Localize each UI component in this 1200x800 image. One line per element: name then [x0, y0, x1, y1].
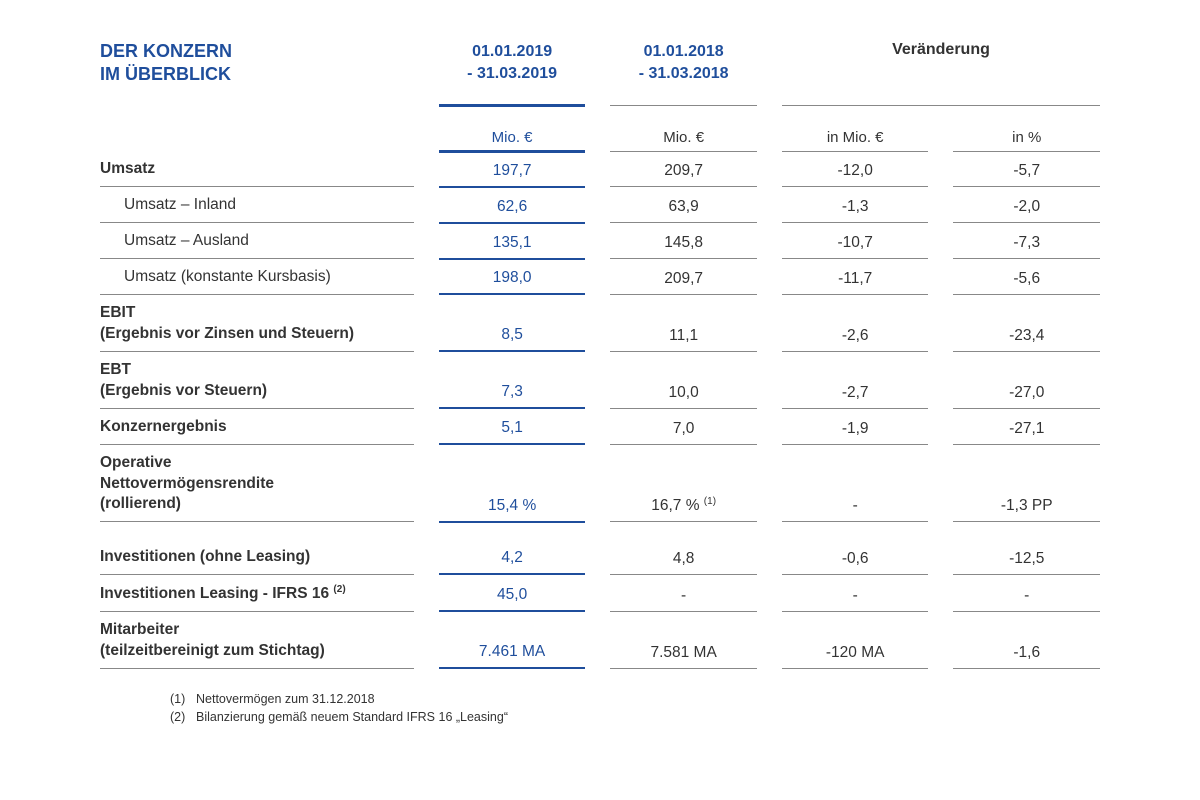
unit-col3: in Mio. € [782, 123, 928, 152]
units-row: Mio. € Mio. € in Mio. € in % [100, 123, 1100, 152]
table-row: Mitarbeiter(teilzeitbereinigt zum Sticht… [100, 611, 1100, 668]
footnote: (2)Bilanzierung gemäß neuem Standard IFR… [170, 709, 1100, 727]
unit-col2: Mio. € [610, 123, 756, 152]
table-row: EBT(Ergebnis vor Steuern) 7,3 10,0 -2,7 -27,… [100, 351, 1100, 408]
value-cell: 62,6 [439, 187, 585, 223]
value-cell: - [610, 574, 756, 611]
value-cell: -1,3 [782, 187, 928, 223]
value-cell: -11,7 [782, 259, 928, 295]
value-cell: -120 MA [782, 611, 928, 668]
spacer-row [100, 522, 1100, 539]
value-cell: -12,0 [782, 151, 928, 186]
table-row: EBIT(Ergebnis vor Zinsen und Steuern) 8,5… [100, 294, 1100, 351]
value-cell: 7,3 [439, 351, 585, 408]
value-cell: -2,7 [782, 351, 928, 408]
table-row: Investitionen Leasing - IFRS 16 (2)45,0-… [100, 574, 1100, 611]
row-label: Umsatz (konstante Kursbasis) [100, 259, 414, 295]
value-cell: 15,4 % [439, 444, 585, 522]
value-cell: -7,3 [953, 223, 1100, 259]
value-cell: - [953, 574, 1100, 611]
value-cell: 209,7 [610, 151, 756, 186]
value-cell: -27,0 [953, 351, 1100, 408]
row-label: EBIT(Ergebnis vor Zinsen und Steuern) [100, 294, 414, 351]
period-2018: 01.01.2018 - 31.03.2018 [610, 40, 756, 105]
value-cell: 4,2 [439, 539, 585, 574]
period-2019: 01.01.2019 - 31.03.2019 [439, 40, 585, 105]
value-cell: -2,0 [953, 187, 1100, 223]
value-cell: 45,0 [439, 574, 585, 611]
table-row: Umsatz – Ausland 135,1 145,8 -10,7 -7,3 [100, 223, 1100, 259]
unit-col4: in % [953, 123, 1100, 152]
value-cell: - [782, 574, 928, 611]
table-row: Umsatz 197,7 209,7 -12,0 -5,7 [100, 151, 1100, 186]
value-cell: -5,7 [953, 151, 1100, 186]
value-cell: -10,7 [782, 223, 928, 259]
footnote: (1)Nettovermögen zum 31.12.2018 [170, 691, 1100, 709]
value-cell: 7.461 MA [439, 611, 585, 668]
value-cell: 145,8 [610, 223, 756, 259]
row-label: EBT(Ergebnis vor Steuern) [100, 351, 414, 408]
value-cell: -5,6 [953, 259, 1100, 295]
table-row: Konzernergebnis 5,1 7,0 -1,9 -27,1 [100, 408, 1100, 444]
value-cell: -2,6 [782, 294, 928, 351]
value-cell: 7.581 MA [610, 611, 756, 668]
value-cell: 63,9 [610, 187, 756, 223]
value-cell: 8,5 [439, 294, 585, 351]
value-cell: 198,0 [439, 259, 585, 295]
value-cell: -1,3 PP [953, 444, 1100, 522]
financial-overview-table: DER KONZERN IM ÜBERBLICK 01.01.2019 - 31… [100, 40, 1100, 669]
row-label: Umsatz – Ausland [100, 223, 414, 259]
value-cell: 16,7 % (1) [610, 444, 756, 522]
value-cell: -23,4 [953, 294, 1100, 351]
row-label: Konzernergebnis [100, 408, 414, 444]
row-label: Umsatz [100, 151, 414, 186]
value-cell: -27,1 [953, 408, 1100, 444]
value-cell: 4,8 [610, 539, 756, 574]
row-label: Mitarbeiter(teilzeitbereinigt zum Sticht… [100, 611, 414, 668]
header-row: DER KONZERN IM ÜBERBLICK 01.01.2019 - 31… [100, 40, 1100, 105]
row-label: OperativeNettovermögensrendite(rollieren… [100, 444, 414, 522]
value-cell: 7,0 [610, 408, 756, 444]
table-row: OperativeNettovermögensrendite(rollieren… [100, 444, 1100, 522]
table-row: Investitionen (ohne Leasing) 4,2 4,8 -0,6 -1… [100, 539, 1100, 574]
value-cell: -1,6 [953, 611, 1100, 668]
value-cell: 209,7 [610, 259, 756, 295]
title-line-1: DER KONZERN [100, 41, 232, 61]
value-cell: 11,1 [610, 294, 756, 351]
value-cell: - [782, 444, 928, 522]
table-row: Umsatz (konstante Kursbasis) 198,0 209,7 -1… [100, 259, 1100, 295]
title-line-2: IM ÜBERBLICK [100, 64, 231, 84]
value-cell: 5,1 [439, 408, 585, 444]
value-cell: -0,6 [782, 539, 928, 574]
table-row: Umsatz – Inland 62,6 63,9 -1,3 -2,0 [100, 187, 1100, 223]
value-cell: 135,1 [439, 223, 585, 259]
value-cell: -12,5 [953, 539, 1100, 574]
unit-col1: Mio. € [439, 123, 585, 152]
row-label: Investitionen (ohne Leasing) [100, 539, 414, 574]
value-cell: -1,9 [782, 408, 928, 444]
value-cell: 10,0 [610, 351, 756, 408]
table-title: DER KONZERN IM ÜBERBLICK [100, 40, 414, 105]
footnotes: (1)Nettovermögen zum 31.12.2018(2)Bilanz… [170, 691, 1100, 726]
value-cell: 197,7 [439, 151, 585, 186]
row-label: Investitionen Leasing - IFRS 16 (2) [100, 574, 414, 611]
row-label: Umsatz – Inland [100, 187, 414, 223]
change-header: Veränderung [782, 40, 1100, 105]
